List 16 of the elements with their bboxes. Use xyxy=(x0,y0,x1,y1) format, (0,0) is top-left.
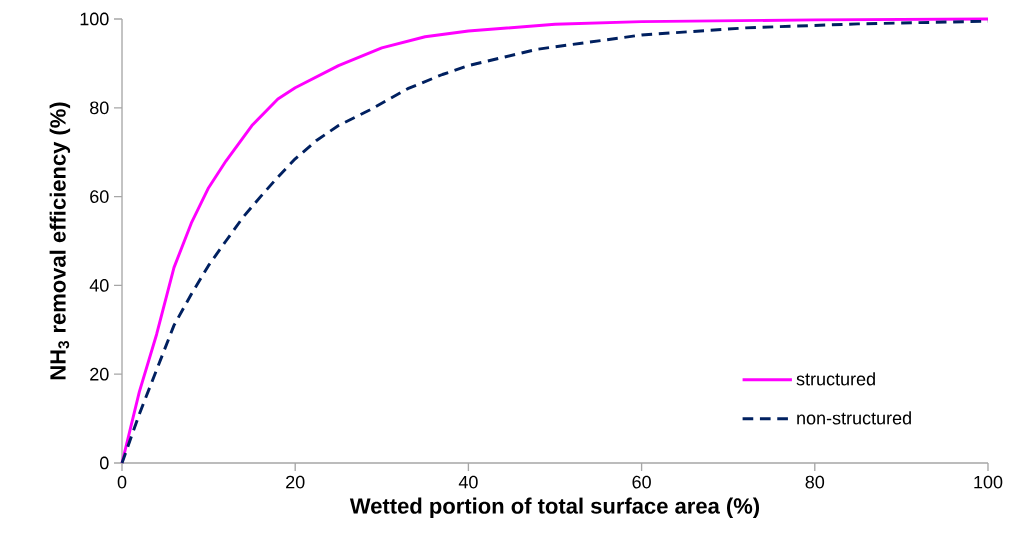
y-tick-label: 40 xyxy=(89,279,109,292)
y-tick-label: 60 xyxy=(90,190,109,203)
y-tick-label: 100 xyxy=(80,12,109,26)
legend-label: non-structured xyxy=(797,411,911,425)
y-axis-title: NH$_{3}$ removal efficiency (%) xyxy=(49,102,71,380)
x-tick-label: 80 xyxy=(805,475,825,489)
y-tick-label: 20 xyxy=(90,367,109,381)
legend-label: structured xyxy=(796,372,875,386)
y-tick-label: 80 xyxy=(90,101,109,115)
x-axis-title: Wetted portion of total surface area (%) xyxy=(349,497,760,519)
x-tick-label: 100 xyxy=(974,475,1003,489)
y-tick-label: 0 xyxy=(100,456,109,470)
x-tick-label: 0 xyxy=(117,475,127,489)
x-tick-label: 60 xyxy=(632,475,651,489)
x-tick-label: 40 xyxy=(458,475,478,489)
x-tick-label: 20 xyxy=(286,475,305,489)
